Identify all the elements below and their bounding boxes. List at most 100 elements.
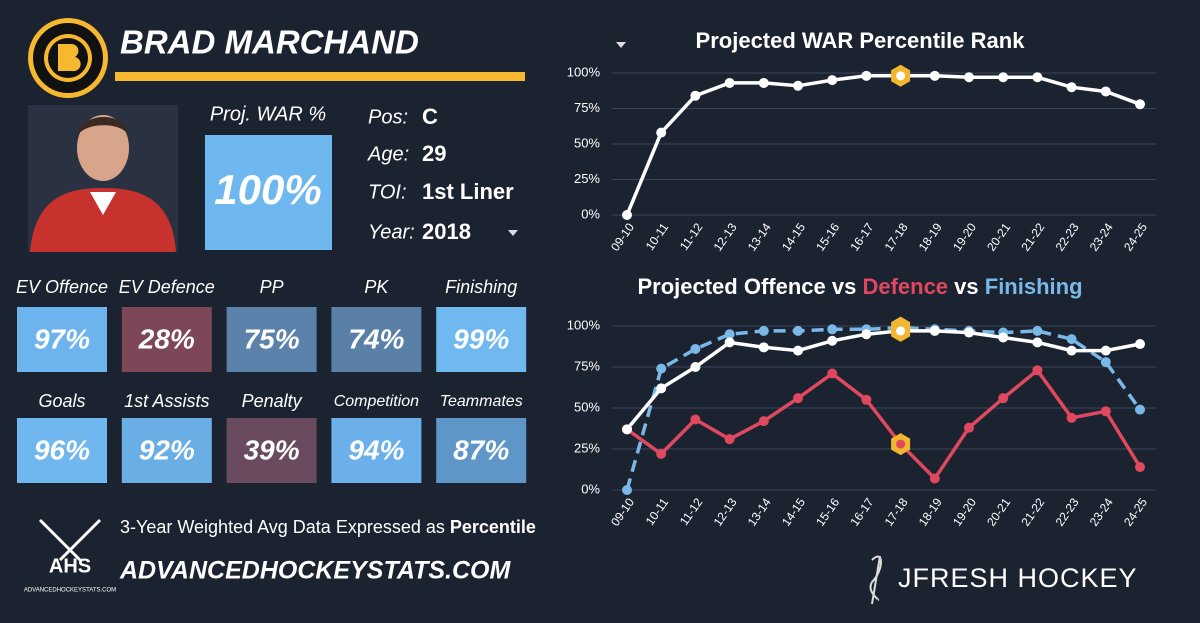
point	[724, 77, 735, 88]
title-part: Finishing	[985, 274, 1083, 299]
y-tick-label: 0%	[581, 206, 600, 221]
series-line	[625, 329, 1141, 431]
point	[656, 127, 667, 138]
point	[929, 325, 940, 336]
tile-label: PP	[260, 277, 284, 297]
point	[929, 473, 940, 484]
ahs-url: ADVANCEDHOCKEYSTATS.COM	[24, 588, 116, 594]
point	[758, 342, 769, 353]
name-underline	[115, 72, 525, 81]
info-value: C	[422, 104, 438, 129]
point	[861, 329, 872, 340]
point	[793, 345, 803, 356]
point	[622, 424, 632, 435]
tile-label: Goals	[38, 391, 85, 411]
tile-value: 92%	[139, 434, 195, 465]
tile-value: 28%	[138, 323, 195, 354]
tile-value: 87%	[453, 434, 509, 465]
point	[1100, 86, 1111, 97]
note-bold: Percentile	[450, 517, 536, 537]
dropdown-arrow	[508, 230, 518, 236]
point	[1135, 462, 1145, 473]
y-tick-label: 75%	[574, 358, 600, 373]
point	[724, 337, 735, 348]
ahs-text: AHS	[49, 555, 91, 577]
point	[1066, 82, 1077, 93]
point	[1100, 357, 1111, 368]
brand-logo	[869, 555, 882, 605]
tile	[121, 307, 212, 372]
tile-value: 99%	[453, 323, 509, 354]
point	[656, 383, 667, 394]
brand: JFRESH HOCKEY	[898, 563, 1138, 593]
point	[998, 72, 1009, 83]
series-line	[625, 367, 1142, 482]
point	[964, 422, 974, 433]
point	[1032, 72, 1043, 83]
point	[690, 362, 701, 372]
info-value: 1st Liner	[422, 179, 514, 204]
ahs-logo: AHS ADVANCEDHOCKEYSTATS.COM	[24, 518, 116, 594]
note-text: 3-Year Weighted Avg Data Expressed as	[120, 517, 450, 537]
point	[690, 343, 701, 354]
point	[998, 393, 1009, 404]
point	[758, 325, 769, 336]
highlight-dot	[896, 71, 906, 81]
point	[1032, 337, 1043, 348]
point	[827, 335, 838, 346]
y-tick-label: 25%	[574, 440, 600, 455]
point	[758, 77, 769, 88]
tile-value: 96%	[34, 434, 90, 465]
y-tick-label: 100%	[567, 64, 601, 79]
tile	[436, 307, 527, 372]
point	[758, 416, 769, 427]
war-value: 100%	[214, 166, 321, 213]
point	[793, 393, 803, 404]
player-photo	[28, 105, 178, 252]
info-label: Pos:	[368, 106, 408, 128]
tile-label: Penalty	[242, 391, 303, 411]
point	[1032, 365, 1043, 376]
y-tick-label: 75%	[574, 100, 600, 115]
point	[1135, 99, 1145, 110]
title-part: vs	[948, 274, 985, 299]
point	[964, 72, 974, 83]
tile-label: EV Offence	[16, 277, 108, 297]
point	[1066, 412, 1077, 423]
tile	[436, 418, 527, 483]
highlight-dot	[896, 326, 906, 336]
tile	[121, 418, 212, 483]
point	[827, 324, 838, 335]
chart-title: Projected Offence vs Defence vs Finishin…	[637, 274, 1082, 299]
tile-label: Competition	[334, 393, 419, 410]
dropdown-arrow	[616, 42, 626, 48]
point	[929, 70, 940, 81]
title-part: Defence	[862, 274, 948, 299]
tile-value: 74%	[348, 323, 404, 354]
info-label: Year:	[368, 221, 415, 243]
y-tick-label: 50%	[574, 399, 600, 414]
player-name: BRAD MARCHAND	[120, 24, 419, 61]
point	[1032, 325, 1043, 336]
tile	[331, 418, 422, 483]
point	[622, 485, 632, 495]
title-part: Projected Offence vs	[637, 274, 862, 299]
tile-value: 39%	[244, 434, 300, 465]
point	[861, 394, 872, 405]
point	[622, 210, 632, 220]
tile-label: Teammates	[440, 393, 523, 410]
point	[724, 329, 735, 340]
series-line	[625, 74, 1141, 216]
point	[1100, 345, 1111, 356]
site-url: ADVANCEDHOCKEYSTATS.COM	[119, 557, 511, 585]
tile	[226, 307, 317, 372]
tile	[17, 418, 107, 483]
tile-value: 94%	[348, 434, 404, 465]
tile-label: 1st Assists	[124, 391, 209, 411]
point	[861, 70, 872, 81]
chart-title: Projected WAR Percentile Rank	[696, 28, 1026, 53]
point	[690, 90, 701, 101]
tile	[331, 307, 422, 372]
point	[1066, 345, 1077, 356]
